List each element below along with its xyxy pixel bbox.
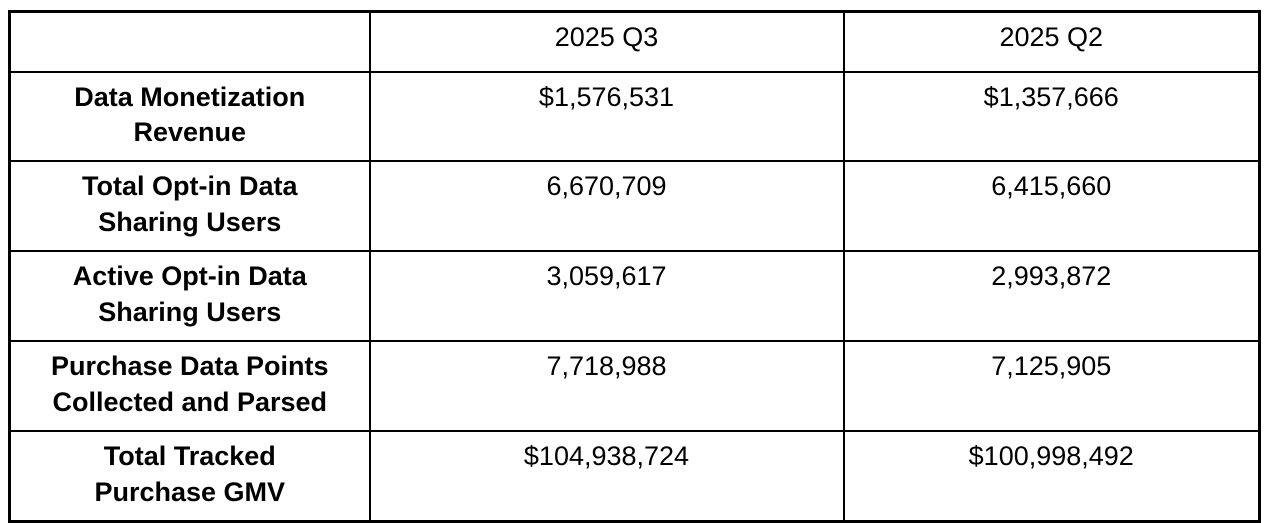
metric-label: Active Opt-in Data Sharing Users	[8, 250, 371, 342]
column-header-2025-q3: 2025 Q3	[368, 10, 845, 73]
table-row-active-opt-in-users: Active Opt-in Data Sharing Users 3,059,6…	[8, 250, 1261, 342]
metric-column-header	[8, 10, 371, 73]
q3-value: 3,059,617	[368, 250, 845, 342]
q3-value: $1,576,531	[368, 70, 845, 163]
header-row: 2025 Q3 2025 Q2	[8, 10, 1261, 73]
metric-label: Total Opt-in Data Sharing Users	[8, 160, 371, 253]
q3-value: 7,718,988	[368, 339, 845, 432]
column-header-2025-q2: 2025 Q2	[842, 10, 1261, 73]
q2-value: 7,125,905	[842, 339, 1261, 432]
metric-label: Total Tracked Purchase GMV	[8, 429, 371, 523]
table-row-purchase-data-points: Purchase Data Points Collected and Parse…	[8, 339, 1261, 432]
metric-label: Purchase Data Points Collected and Parse…	[8, 339, 371, 432]
q3-value: $104,938,724	[368, 429, 845, 523]
metric-label: Data Monetization Revenue	[8, 70, 371, 163]
quarterly-metrics-table: 2025 Q3 2025 Q2 Data Monetization Revenu…	[8, 10, 1261, 523]
q3-value: 6,670,709	[368, 160, 845, 253]
table-row-total-opt-in-users: Total Opt-in Data Sharing Users 6,670,70…	[8, 160, 1261, 253]
q2-value: 2,993,872	[842, 250, 1261, 342]
q2-value: $1,357,666	[842, 70, 1261, 163]
q2-value: 6,415,660	[842, 160, 1261, 253]
table-row-data-monetization-revenue: Data Monetization Revenue $1,576,531 $1,…	[8, 70, 1261, 163]
table-row-total-tracked-gmv: Total Tracked Purchase GMV $104,938,724 …	[8, 429, 1261, 523]
q2-value: $100,998,492	[842, 429, 1261, 523]
